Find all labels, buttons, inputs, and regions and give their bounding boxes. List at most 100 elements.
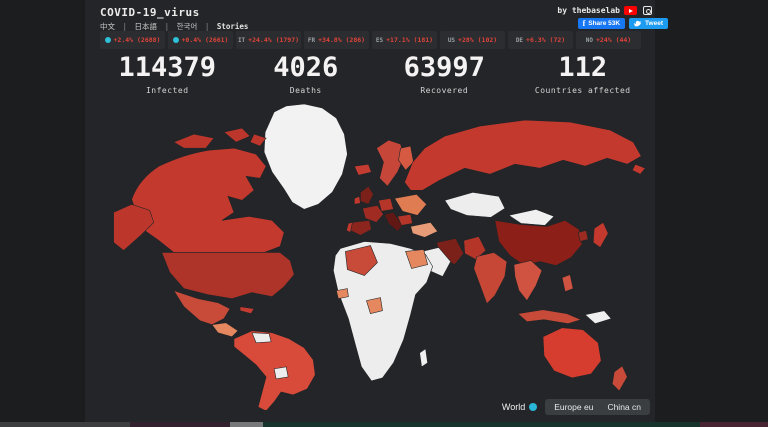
countries-label: Countries affected [534,86,631,95]
region-pakistan[interactable] [463,236,487,260]
region-korea[interactable] [577,230,589,242]
europe-view-button[interactable]: Europe eu [554,402,594,412]
recovered-count: 63997 [403,52,485,83]
tweet-label: Tweet [645,20,663,27]
region-spain[interactable] [350,220,372,236]
ticker-tile[interactable]: +0.4% (2661) [168,31,233,49]
flag-dot-icon [172,37,179,43]
ticker-tile[interactable]: DE +6.3% (72) [508,31,573,49]
region-portugal[interactable] [346,221,353,233]
ticker-change: +34.8% (286) [318,36,366,44]
country-code: FR [307,36,316,44]
region-new-zealand[interactable] [611,365,628,392]
region-egypt[interactable] [405,249,429,269]
region-finland[interactable] [398,145,414,171]
language-switcher: 中文 | 日本語 | 한국어 | Stories [100,21,251,32]
instagram-icon[interactable] [643,6,652,15]
ticker-change: +6.3% (72) [526,36,566,44]
region-madagascar[interactable] [419,348,428,368]
page-title: COVID-19_virus [100,6,200,19]
region-nigeria[interactable] [366,297,383,315]
infected-label: Infected [145,86,189,95]
region-indonesia[interactable] [517,309,583,325]
world-view-button[interactable]: World [502,402,538,412]
region-india[interactable] [473,252,508,305]
stat-recovered: 63997 Recovered [375,52,514,96]
region-balkans[interactable] [397,214,413,226]
separator: | [164,22,170,31]
world-map [113,103,661,412]
ticker-tile[interactable]: ES +17.1% (181) [372,31,437,49]
facebook-share-button[interactable]: f Share 53K [577,18,626,29]
lang-korean[interactable]: 한국어 [176,22,198,31]
facebook-icon: f [582,19,586,28]
lang-chinese[interactable]: 中文 [100,22,115,31]
region-ireland[interactable] [354,195,361,205]
progress-segment [230,422,263,427]
region-china[interactable] [494,220,583,266]
region-papua-new-guinea[interactable] [584,310,612,325]
region-greenland[interactable] [263,103,348,210]
globe-icon [529,403,538,411]
region-eastern-europe[interactable] [394,193,428,216]
region-germany[interactable] [378,197,394,212]
region-venezuela[interactable] [251,332,272,344]
region-canada-islands[interactable] [173,127,267,149]
region-mexico[interactable] [173,290,231,326]
ticker-change: +2.4% (2688) [113,36,161,44]
ticker-tile[interactable]: IT +24.4% (1797) [236,31,301,49]
progress-segment [700,422,768,427]
region-uk[interactable] [360,185,374,205]
region-turkey[interactable] [410,222,439,238]
region-bolivia[interactable] [273,366,289,380]
region-alaska[interactable] [113,204,155,251]
ticker-tile[interactable]: NO +24% (44) [576,31,641,49]
country-code: US [447,36,456,44]
region-france[interactable] [362,204,384,223]
lang-japanese[interactable]: 日本語 [134,22,158,31]
region-algeria[interactable] [345,245,378,276]
ticker-tile[interactable]: +2.4% (2688) [100,31,165,49]
region-italy[interactable] [384,212,403,232]
progress-segment [263,422,700,427]
video-progress-bar[interactable] [0,422,768,427]
region-se-asia[interactable] [513,260,543,302]
ticker-tile[interactable]: US +28% (102) [440,31,505,49]
region-central-america[interactable] [211,322,239,338]
map-controls: World Europe eu China cn [502,399,650,415]
region-japan[interactable] [592,221,609,248]
region-russia-east[interactable] [631,163,646,175]
china-view-button[interactable]: China cn [607,402,641,412]
byline: by thebaselab [557,6,620,15]
stat-infected: 114379 Infected [98,52,237,96]
region-russia[interactable] [404,119,642,191]
region-kazakhstan[interactable] [444,191,506,218]
region-australia[interactable] [542,327,602,379]
youtube-icon[interactable] [624,6,637,15]
region-usa[interactable] [161,252,295,299]
region-philippines[interactable] [561,274,574,293]
country-code: NO [585,36,593,44]
deaths-count: 4026 [273,52,339,83]
region-mongolia[interactable] [508,209,555,226]
infected-count: 114379 [118,52,217,83]
region-iceland[interactable] [353,163,372,176]
region-west-africa[interactable] [335,288,349,299]
stat-countries: 112 Countries affected [514,52,653,96]
progress-segment [130,422,230,427]
region-switcher: Europe eu China cn [545,399,650,415]
ticker-change: +17.1% (181) [386,36,434,44]
deaths-label: Deaths [289,86,322,95]
countries-count: 112 [558,52,608,83]
region-cuba[interactable] [239,306,255,315]
separator: | [122,22,128,31]
ticker-change: +24.4% (1797) [248,36,300,44]
tweet-button[interactable]: Tweet [629,18,668,29]
stories-link[interactable]: Stories [216,22,249,31]
region-canada[interactable] [131,147,285,253]
ticker-tile[interactable]: FR +34.8% (286) [304,31,369,49]
region-scandinavia[interactable] [376,139,405,187]
ticker-change: +24% (44) [596,36,632,44]
ticker-change: +28% (102) [458,36,498,44]
country-code: ES [375,36,384,44]
